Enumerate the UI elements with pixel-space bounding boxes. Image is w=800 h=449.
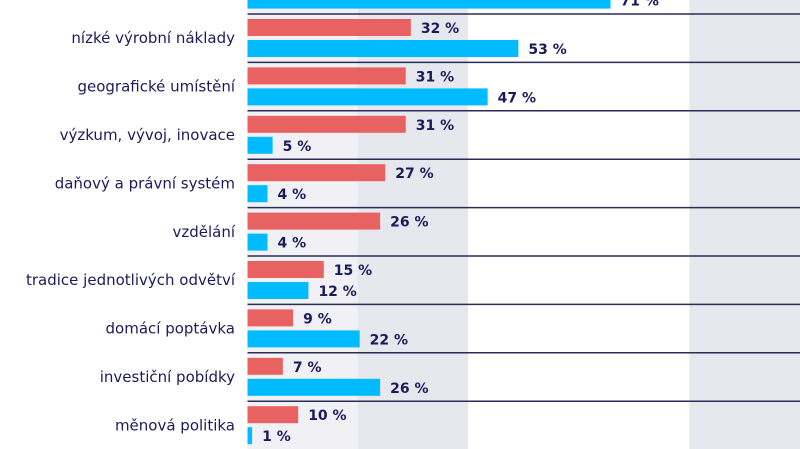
bar-series-1 (247, 406, 299, 424)
data-label: 26 % (390, 381, 428, 397)
bar-series-2 (247, 233, 268, 251)
bar-series-2 (247, 88, 488, 106)
data-label: 31 % (416, 69, 454, 85)
category-label: vzdělání (172, 223, 235, 241)
data-label: 10 % (308, 408, 346, 424)
data-label: 71 % (621, 0, 659, 10)
category-label: geografické umístění (77, 78, 235, 96)
bar-series-1 (247, 212, 381, 230)
data-label: 53 % (528, 42, 566, 58)
bar-series-2 (247, 40, 519, 57)
bar-series-1 (247, 19, 411, 36)
category-label: výzkum, vývoj, inovace (60, 126, 235, 144)
data-label: 22 % (370, 332, 408, 348)
data-label: 1 % (262, 429, 291, 445)
data-label: 47 % (498, 90, 536, 106)
data-label: 32 % (421, 21, 459, 37)
category-label: nízké výrobní náklady (71, 29, 235, 47)
data-label: 7 % (293, 360, 322, 376)
grid-band (689, 0, 800, 449)
bar-series-2 (247, 136, 273, 154)
bar-series-2 (247, 282, 309, 299)
bar-series-1 (247, 115, 406, 133)
data-label: 15 % (334, 263, 372, 279)
category-label: investiční pobídky (100, 368, 235, 386)
category-label: domácí poptávka (106, 320, 235, 338)
grid-band (578, 0, 690, 449)
data-label: 27 % (395, 166, 433, 182)
data-label: 26 % (390, 215, 428, 231)
bar-series-1 (247, 309, 294, 327)
bar-series-2 (247, 427, 253, 445)
data-label: 12 % (318, 284, 356, 300)
data-label: 9 % (303, 311, 332, 327)
bar-series-1 (247, 261, 324, 278)
data-label: 31 % (416, 118, 454, 134)
bar-series-2 (247, 185, 268, 203)
bar-series-2 (247, 0, 611, 9)
data-label: 4 % (277, 236, 306, 252)
category-label: tradice jednotlivých odvětví (26, 271, 236, 289)
bar-series-2 (247, 330, 360, 348)
bar-series-2 (247, 378, 381, 396)
bar-series-1 (247, 164, 386, 182)
category-label: měnová politika (115, 416, 235, 434)
grid-band (468, 0, 579, 449)
data-label: 4 % (277, 187, 306, 203)
bar-series-1 (247, 67, 406, 85)
bar-series-1 (247, 357, 283, 375)
data-label: 5 % (283, 139, 312, 155)
category-label: daňový a právní systém (55, 174, 235, 192)
